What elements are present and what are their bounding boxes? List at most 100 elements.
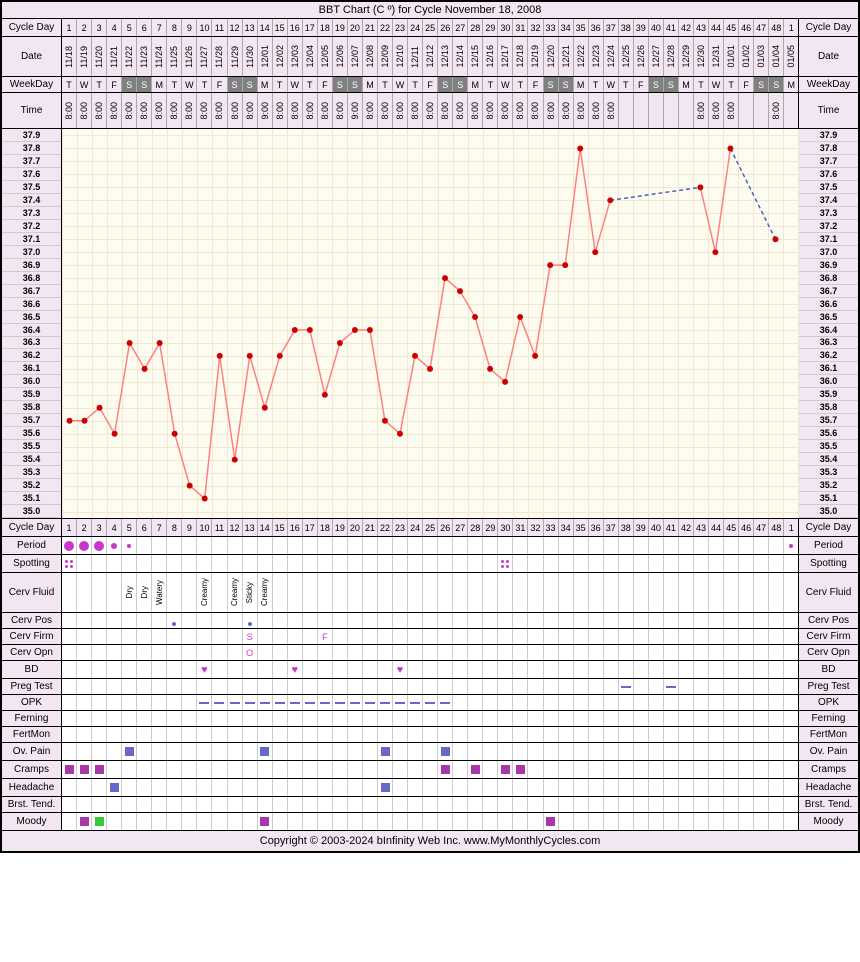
cycleday-label-b: Cycle Day <box>2 519 62 536</box>
track-cells <box>62 711 798 726</box>
track-cell <box>212 645 227 660</box>
track-cell <box>212 711 227 726</box>
cycleday-label: Cycle Day <box>2 19 62 36</box>
date-cell: 11/27 <box>197 37 212 76</box>
track-cell <box>754 629 769 644</box>
track-cell <box>544 711 559 726</box>
y-tick: 35.6 <box>799 427 858 440</box>
track-cell <box>182 645 197 660</box>
track-cell <box>62 813 77 830</box>
cycleday-cell: 23 <box>393 19 408 36</box>
track-cell <box>589 779 604 796</box>
track-cell <box>589 743 604 760</box>
track-row-headache: HeadacheHeadache <box>2 779 858 797</box>
track-label-r: Cerv Fluid <box>798 573 858 612</box>
time-cell: 8:00 <box>709 93 724 128</box>
track-cell <box>423 797 438 812</box>
track-cell <box>77 661 92 678</box>
cycleday-cell: 35 <box>574 19 589 36</box>
track-row-pregTest: Preg TestPreg Test <box>2 679 858 695</box>
track-cell <box>333 797 348 812</box>
weekday-cell: M <box>679 77 694 92</box>
track-cell <box>333 695 348 710</box>
track-row-moody: MoodyMoody <box>2 813 858 831</box>
time-cell: 8:00 <box>694 93 709 128</box>
track-cell <box>318 813 333 830</box>
cycleday-cell: 48 <box>769 19 784 36</box>
track-cell <box>724 573 739 612</box>
y-tick: 36.9 <box>2 259 61 272</box>
weekday-cell: M <box>363 77 378 92</box>
track-cell <box>589 537 604 554</box>
y-tick: 36.6 <box>799 298 858 311</box>
track-cell <box>288 727 303 742</box>
track-cell <box>754 679 769 694</box>
track-cell <box>258 555 273 572</box>
track-cell <box>438 555 453 572</box>
track-cell: Dry <box>122 573 137 612</box>
track-cell <box>333 613 348 628</box>
y-tick: 37.2 <box>799 220 858 233</box>
track-label-r: Headache <box>798 779 858 796</box>
track-cell <box>212 629 227 644</box>
track-cell <box>77 711 92 726</box>
date-cell: 12/26 <box>634 37 649 76</box>
track-cell <box>273 695 288 710</box>
track-cell <box>167 679 182 694</box>
track-cell <box>348 711 363 726</box>
track-cell <box>62 711 77 726</box>
track-cell <box>243 813 258 830</box>
track-cell <box>423 695 438 710</box>
temp-point <box>157 340 163 346</box>
track-label-r: FertMon <box>798 727 858 742</box>
time-cell: 8:00 <box>769 93 784 128</box>
track-cell <box>604 645 619 660</box>
cycleday-cell: 38 <box>619 519 634 536</box>
track-cell <box>288 761 303 778</box>
track-cells <box>62 743 798 760</box>
date-cell: 12/19 <box>528 37 543 76</box>
cycleday-cell: 14 <box>258 519 273 536</box>
track-cell <box>182 779 197 796</box>
track-cell <box>408 573 423 612</box>
track-label: Cerv Fluid <box>2 573 62 612</box>
track-cell <box>438 661 453 678</box>
track-cell <box>107 695 122 710</box>
y-tick: 36.1 <box>2 362 61 375</box>
track-cells: ♥♥♥ <box>62 661 798 678</box>
track-cell <box>438 797 453 812</box>
track-cell <box>574 645 589 660</box>
track-cell <box>483 711 498 726</box>
track-cell <box>724 797 739 812</box>
track-cell <box>348 797 363 812</box>
temp-point <box>382 418 388 424</box>
temp-point <box>697 184 703 190</box>
track-cell <box>438 629 453 644</box>
cycleday-cell: 20 <box>348 19 363 36</box>
weekday-cell: S <box>664 77 679 92</box>
cycleday-cell: 39 <box>634 519 649 536</box>
cycleday-cell: 31 <box>513 519 528 536</box>
track-cell <box>197 695 212 710</box>
track-cell <box>513 779 528 796</box>
track-cell <box>528 761 543 778</box>
track-cell <box>348 727 363 742</box>
track-cell <box>769 727 784 742</box>
track-cell <box>544 695 559 710</box>
track-cell <box>92 761 107 778</box>
track-cell <box>498 761 513 778</box>
y-tick: 37.5 <box>799 181 858 194</box>
track-cell <box>679 537 694 554</box>
track-cell <box>619 711 634 726</box>
track-cell <box>258 779 273 796</box>
track-cell <box>604 711 619 726</box>
track-cell <box>92 711 107 726</box>
track-cell <box>453 727 468 742</box>
track-cell <box>709 695 724 710</box>
temp-point <box>727 145 733 151</box>
track-cell <box>438 727 453 742</box>
track-cell <box>137 645 152 660</box>
track-cell <box>513 629 528 644</box>
weekday-cell: W <box>288 77 303 92</box>
time-cell: 8:00 <box>559 93 574 128</box>
